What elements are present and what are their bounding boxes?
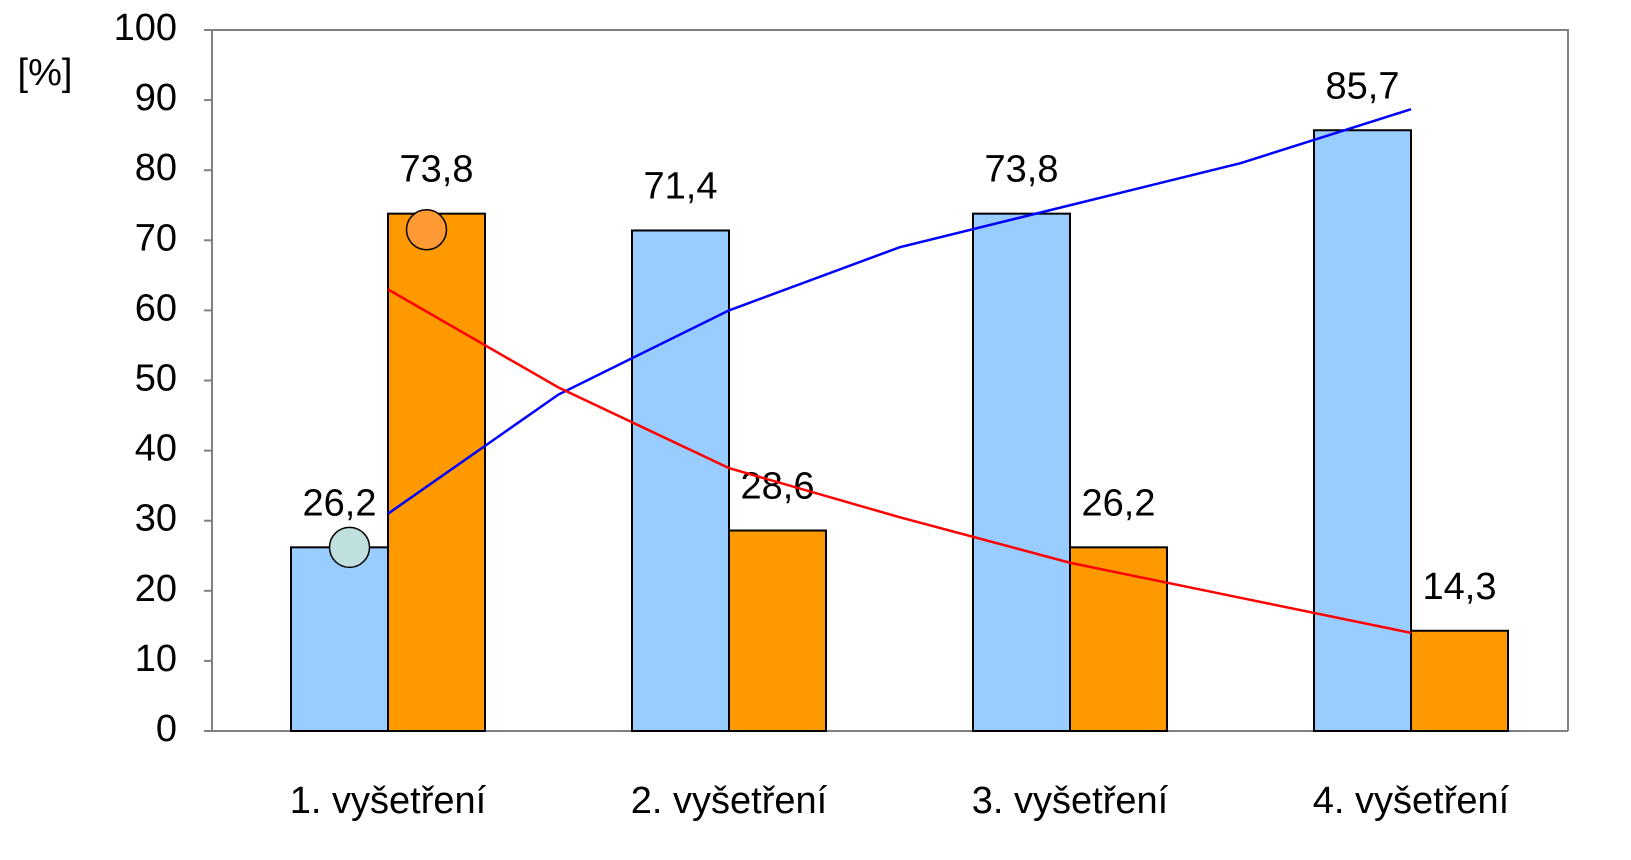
marker — [405, 209, 448, 251]
value-label: 28,6 — [741, 466, 815, 508]
bar — [290, 546, 389, 733]
trend-line — [387, 108, 1412, 515]
x-tick-label: 1. vyšetření — [290, 780, 487, 822]
y-tick-label: 60 — [135, 287, 177, 329]
y-tick-label: 20 — [135, 568, 177, 610]
bar — [631, 229, 730, 732]
y-tick-label: 90 — [135, 77, 177, 119]
y-tick-label: 30 — [135, 498, 177, 540]
marker — [328, 526, 371, 569]
value-label: 73,8 — [985, 149, 1059, 191]
y-axis-label: [%] — [18, 52, 73, 94]
y-tick-label: 80 — [135, 147, 177, 189]
x-tick-label: 4. vyšetření — [1313, 780, 1510, 822]
trend-line — [387, 288, 1412, 635]
value-label: 71,4 — [644, 166, 718, 208]
x-tick-label: 3. vyšetření — [972, 780, 1169, 822]
bar — [387, 212, 486, 733]
value-label: 26,2 — [303, 482, 377, 524]
value-label: 73,8 — [400, 149, 474, 191]
plot-frame — [212, 29, 1569, 731]
bar — [1069, 546, 1168, 733]
value-label: 85,7 — [1326, 65, 1400, 107]
y-tick-label: 10 — [135, 638, 177, 680]
y-tick-label: 100 — [114, 7, 177, 49]
y-tick-label: 40 — [135, 428, 177, 470]
bar — [728, 529, 827, 732]
value-label: 26,2 — [1082, 482, 1156, 524]
y-tick-label: 50 — [135, 358, 177, 400]
bar — [1313, 129, 1412, 733]
bar — [972, 212, 1071, 733]
value-label: 14,3 — [1423, 566, 1497, 608]
bar — [1410, 629, 1509, 733]
x-tick-label: 2. vyšetření — [631, 780, 828, 822]
y-tick-label: 0 — [156, 708, 177, 750]
y-tick-label: 70 — [135, 217, 177, 259]
